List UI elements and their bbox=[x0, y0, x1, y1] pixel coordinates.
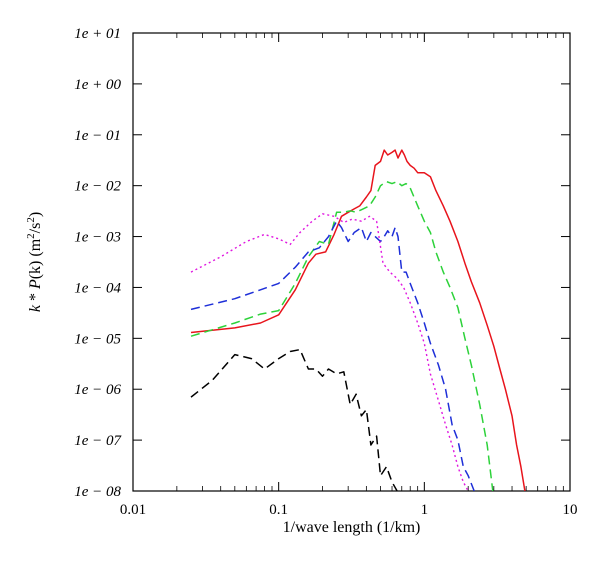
y-label-k: k bbox=[27, 304, 44, 312]
y-tick-label: 1e − 01 bbox=[74, 128, 121, 144]
x-tick-label: 1 bbox=[421, 502, 429, 518]
series-line-3 bbox=[190, 220, 475, 491]
x-tick-label: 0.1 bbox=[269, 502, 288, 518]
y-tick-label: 1e − 05 bbox=[74, 331, 121, 347]
y-tick-label: 1e − 03 bbox=[74, 230, 121, 246]
y-label-slash: /s bbox=[27, 223, 44, 234]
x-tick-label: 10 bbox=[563, 502, 578, 518]
y-label-close: ) bbox=[27, 212, 44, 217]
plot-frame bbox=[132, 32, 571, 492]
y-tick-labels: 1e − 08 1e − 07 1e − 06 1e − 05 1e − 04 1e − … bbox=[74, 26, 122, 500]
y-tick-label: 1e − 07 bbox=[74, 433, 122, 449]
y-tick-label: 1e − 08 bbox=[74, 484, 121, 500]
y-label-sup2: 2 bbox=[25, 217, 37, 223]
y-tick-label: 1e + 01 bbox=[74, 26, 121, 42]
x-tick-labels: 0.01 0.1 1 10 bbox=[120, 502, 578, 518]
axis-ticks bbox=[132, 32, 571, 492]
y-label-sup1: 2 bbox=[25, 233, 37, 239]
y-tick-label: 1e − 06 bbox=[74, 382, 121, 398]
x-axis-label: 1/wave length (1/km) bbox=[283, 519, 421, 536]
y-label-star: * bbox=[27, 289, 44, 305]
series-lines bbox=[190, 149, 526, 491]
series-line-4 bbox=[190, 213, 469, 491]
x-tick-label: 0.01 bbox=[120, 502, 146, 518]
series-line-5 bbox=[190, 348, 398, 491]
y-tick-label: 1e − 02 bbox=[74, 179, 121, 195]
y-axis-label: k * P(k) (m2/s2) bbox=[25, 212, 44, 312]
series-line-1 bbox=[190, 149, 526, 491]
y-tick-label: 1e − 04 bbox=[74, 280, 121, 296]
y-label-p: P bbox=[27, 279, 44, 290]
y-tick-label: 1e + 00 bbox=[74, 77, 121, 93]
y-label-rest: (k) (m bbox=[27, 238, 44, 279]
